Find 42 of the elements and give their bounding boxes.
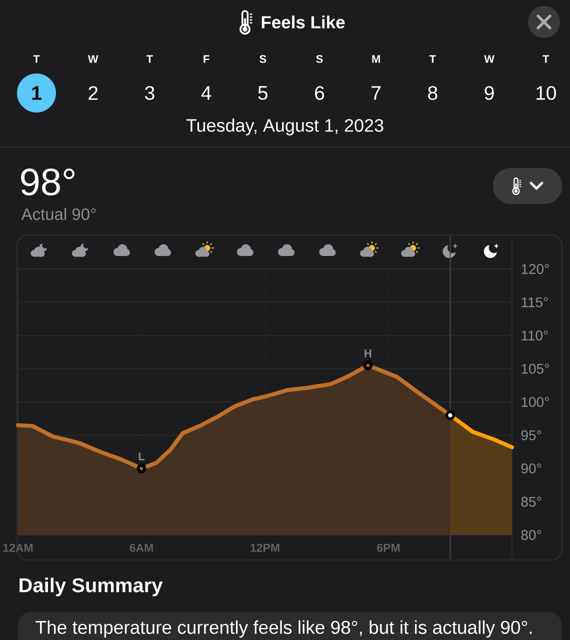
text: T bbox=[542, 55, 550, 63]
text: W bbox=[88, 55, 98, 63]
text: 7 bbox=[372, 86, 381, 100]
text: 4 bbox=[201, 86, 212, 100]
text: The temperature currently feels like 98°, but it is actually 90°. bbox=[36, 620, 532, 638]
annotation: H bbox=[364, 350, 372, 358]
text: F bbox=[204, 55, 210, 63]
text: Daily Summary bbox=[20, 578, 163, 596]
x-tick-label: 12AM bbox=[3, 544, 33, 552]
text: T bbox=[429, 55, 436, 63]
text: 10 bbox=[536, 86, 556, 100]
text: 9 bbox=[484, 86, 494, 100]
y-tick-label: 120° bbox=[522, 264, 549, 274]
text: 6 bbox=[315, 86, 324, 100]
y-tick-label: 105° bbox=[522, 364, 549, 374]
text: T bbox=[146, 55, 153, 63]
text: T bbox=[33, 55, 40, 63]
annotation: L bbox=[138, 452, 145, 460]
text: 5 bbox=[258, 86, 268, 100]
text: Actual 90° bbox=[21, 208, 96, 220]
y-tick-label: 85° bbox=[521, 496, 542, 507]
x-tick-label: 6PM bbox=[377, 544, 400, 552]
chart-subtitle: Tuesday, August 1, 2023 bbox=[186, 118, 384, 136]
y-tick-label: 115° bbox=[522, 297, 548, 308]
y-tick-label: 90° bbox=[521, 464, 542, 474]
y-tick-label: 95° bbox=[521, 430, 542, 440]
text: S bbox=[260, 55, 266, 63]
text: 8 bbox=[428, 86, 438, 100]
text: 3 bbox=[145, 86, 154, 100]
chart-title: Feels Like bbox=[262, 16, 345, 28]
y-tick-label: 100° bbox=[522, 397, 549, 407]
x-tick-label: 6AM bbox=[130, 544, 153, 552]
point bbox=[445, 410, 456, 420]
text: 98° bbox=[21, 168, 74, 196]
text: S bbox=[316, 55, 323, 63]
text: W bbox=[484, 55, 494, 63]
text: 2 bbox=[88, 86, 98, 100]
y-tick-label: 110° bbox=[522, 330, 548, 340]
text: M bbox=[372, 55, 380, 63]
text: 1 bbox=[32, 86, 42, 100]
x-tick-label: 12PM bbox=[250, 544, 280, 552]
y-tick-label: 80° bbox=[521, 530, 542, 540]
